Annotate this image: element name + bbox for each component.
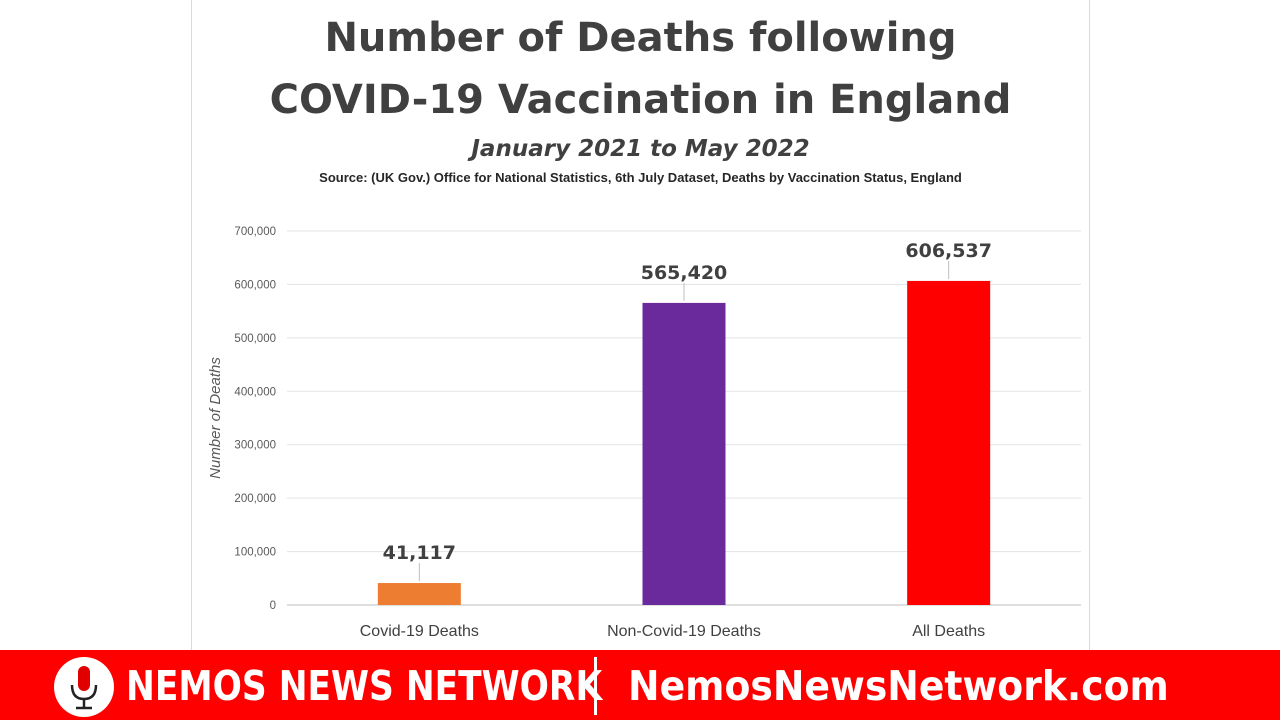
x-tick-label: All Deaths [912, 623, 985, 640]
data-label: 565,420 [641, 262, 728, 284]
bar-chart: 0 100,000 200,000 300,000 400,000 500,000 600,… [207, 226, 1081, 640]
y-tick-label: 700,000 [234, 226, 276, 238]
brand-banner: NEMOS NEWS NETWORK NemosNewsNetwork.com [0, 650, 1280, 720]
bar [907, 280, 991, 605]
chart-title-line-1: Number of Deaths following [324, 15, 957, 61]
bar [642, 302, 726, 605]
microphone-icon [54, 657, 114, 717]
y-tick-label: 200,000 [234, 493, 276, 505]
website-link[interactable]: NemosNewsNetwork.com [628, 662, 1169, 710]
chart-subtitle: January 2021 to May 2022 [471, 136, 810, 162]
x-tick-label: Covid-19 Deaths [360, 623, 479, 640]
y-tick-label: 600,000 [234, 279, 276, 291]
y-tick-label: 0 [270, 600, 276, 612]
y-axis-label: Number of Deaths [207, 357, 224, 479]
data-label: 606,537 [905, 240, 992, 262]
y-tick-label: 500,000 [234, 333, 276, 345]
y-tick-label: 300,000 [234, 440, 276, 452]
y-tick-label: 400,000 [234, 386, 276, 398]
banner-divider [594, 657, 597, 715]
bar [377, 583, 461, 605]
y-tick-label: 100,000 [234, 547, 276, 559]
brand-name: NEMOS NEWS NETWORK [126, 662, 603, 710]
chart-title-line-2: COVID-19 Vaccination in England [269, 77, 1012, 123]
data-label: 41,117 [383, 542, 456, 564]
chart-card: Number of Deaths following COVID-19 Vacc… [191, 0, 1090, 650]
x-tick-label: Non-Covid-19 Deaths [607, 623, 761, 640]
chart-source: Source: (UK Gov.) Office for National St… [319, 170, 962, 185]
